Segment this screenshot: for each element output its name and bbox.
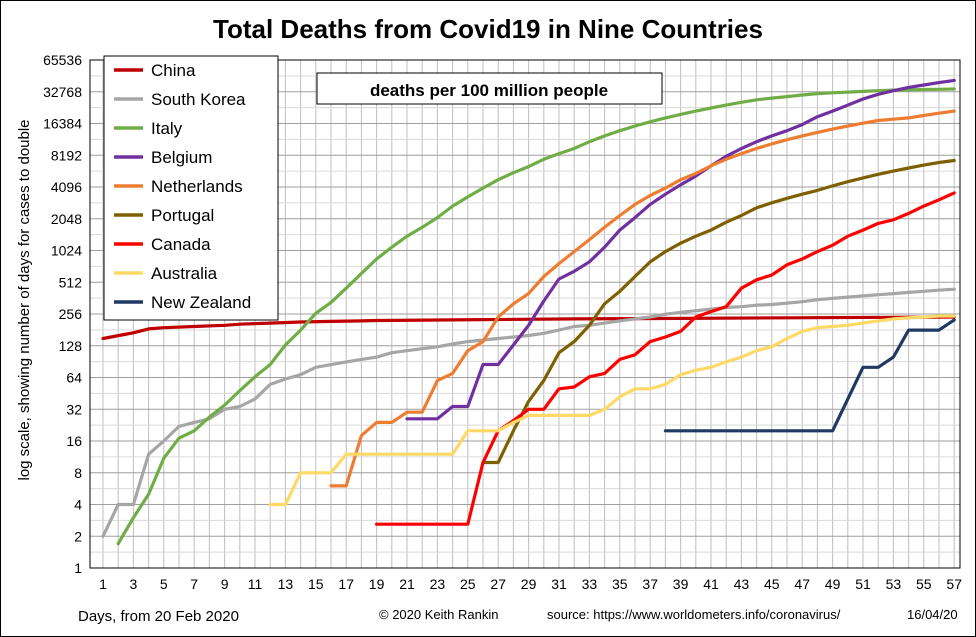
x-axis-label: Days, from 20 Feb 2020 <box>78 608 239 625</box>
y-tick-label: 16384 <box>43 116 82 132</box>
legend-label-canada: Canada <box>151 235 211 254</box>
y-tick-label: 16 <box>66 433 82 449</box>
plot-area-border <box>89 59 961 569</box>
series-line-south-korea <box>101 287 956 538</box>
series-line-new-zealand <box>663 318 956 433</box>
y-tick-label: 256 <box>59 306 83 322</box>
x-tick-label: 57 <box>946 576 962 592</box>
x-tick-label: 17 <box>338 576 354 592</box>
y-tick-label: 4096 <box>51 179 82 195</box>
x-tick-label: 19 <box>369 576 385 592</box>
series-line-netherlands <box>329 109 956 488</box>
x-tick-label: 47 <box>794 576 810 592</box>
x-tick-label: 13 <box>278 576 294 592</box>
legend: China South Korea Italy Belgium Netherlands P… <box>103 55 279 321</box>
y-tick-label: 32 <box>66 401 82 417</box>
y-tick-label: 2 <box>74 528 82 544</box>
x-tick-label: 11 <box>248 576 263 592</box>
x-tick-label: 15 <box>308 576 324 592</box>
y-tick-labels: 1 2 4 8 16 32 64 128 256 512 1024 2048 4096 8192 16384… <box>43 52 82 576</box>
series-line-belgium <box>405 78 956 421</box>
x-tick-label: 1 <box>99 576 107 592</box>
y-tick-label: 65536 <box>43 52 82 68</box>
series-line-canada <box>375 191 956 526</box>
x-tick-label: 3 <box>130 576 138 592</box>
y-tick-label: 2048 <box>51 211 82 227</box>
annotation-text: deaths per 100 million people <box>370 81 608 100</box>
x-tick-label: 23 <box>430 576 446 592</box>
x-tick-label: 33 <box>582 576 598 592</box>
y-axis-label: log scale, showing number of days for ca… <box>16 119 33 480</box>
x-tick-label: 45 <box>764 576 780 592</box>
series-lines <box>101 78 956 546</box>
x-tick-label: 43 <box>734 576 750 592</box>
x-tick-label: 35 <box>612 576 628 592</box>
x-tick-label: 27 <box>490 576 506 592</box>
y-tick-label: 512 <box>59 274 83 290</box>
source-text: source: https://www.worldometers.info/co… <box>547 607 841 622</box>
x-tick-label: 49 <box>825 576 841 592</box>
x-tick-label: 9 <box>221 576 229 592</box>
x-tick-label: 37 <box>642 576 658 592</box>
x-tick-label: 7 <box>190 576 198 592</box>
y-tick-label: 32768 <box>43 84 82 100</box>
annotation-box-border <box>316 72 663 105</box>
legend-label-netherlands: Netherlands <box>151 177 243 196</box>
legend-label-australia: Australia <box>151 264 218 283</box>
series-line-australia <box>268 314 956 507</box>
legend-label-portugal: Portugal <box>151 206 214 225</box>
date-text: 16/04/20 <box>907 607 958 622</box>
x-tick-label: 53 <box>886 576 902 592</box>
x-tick-label: 55 <box>916 576 932 592</box>
legend-label-new-zealand: New Zealand <box>151 293 251 312</box>
legend-label-south-korea: South Korea <box>151 90 246 109</box>
legend-label-italy: Italy <box>151 119 183 138</box>
x-tick-label: 29 <box>521 576 537 592</box>
series-line-china <box>101 315 956 341</box>
x-tick-labels: 1 3 5 7 9 11 13 15 17 19 21 23 25 27 29 31 33 35 37 39 41 43 4… <box>99 576 962 592</box>
x-tick-label: 31 <box>551 576 567 592</box>
series-line-portugal <box>481 158 956 465</box>
series-line-italy <box>116 87 956 546</box>
legend-label-china: China <box>151 61 196 80</box>
annotation-box: deaths per 100 million people <box>316 72 663 105</box>
copyright-text: © 2020 Keith Rankin <box>379 607 498 622</box>
chart-title: Total Deaths from Covid19 in Nine Countr… <box>213 14 763 44</box>
x-tick-label: 39 <box>673 576 689 592</box>
legend-label-belgium: Belgium <box>151 148 212 167</box>
x-tick-label: 5 <box>160 576 168 592</box>
y-tick-label: 64 <box>66 370 82 386</box>
y-tick-label: 128 <box>59 338 83 354</box>
x-tick-label: 51 <box>855 576 871 592</box>
x-tick-label: 25 <box>460 576 476 592</box>
y-tick-label: 8192 <box>51 147 82 163</box>
x-tick-label: 41 <box>703 576 719 592</box>
y-tick-label: 4 <box>74 497 82 513</box>
y-tick-label: 1024 <box>51 243 82 259</box>
y-tick-label: 8 <box>74 465 82 481</box>
y-tick-label: 1 <box>74 560 82 576</box>
x-tick-label: 21 <box>399 576 415 592</box>
